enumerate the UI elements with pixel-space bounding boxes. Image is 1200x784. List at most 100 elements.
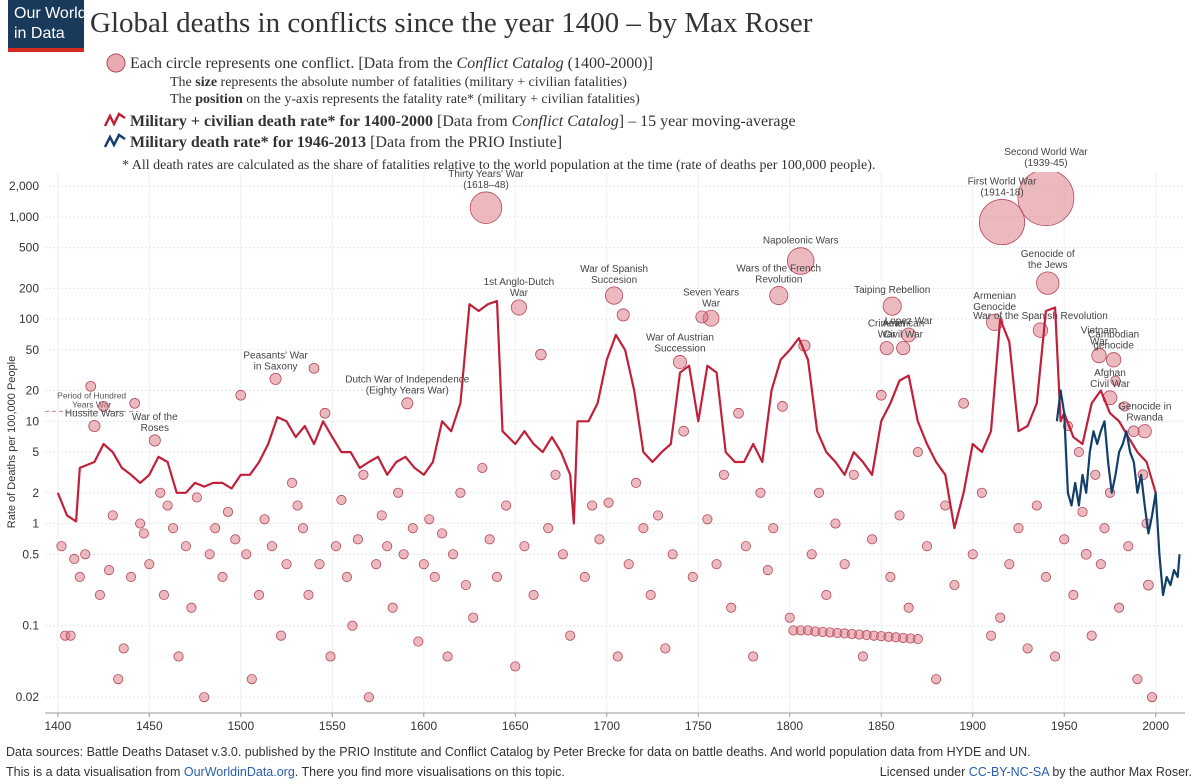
bubble bbox=[1036, 271, 1060, 295]
bubble bbox=[210, 523, 221, 534]
note-part: size bbox=[195, 75, 217, 90]
bubble bbox=[830, 518, 841, 529]
logo-box bbox=[8, 0, 84, 52]
bubble bbox=[442, 651, 453, 662]
footnote: * All death rates are calculated as the … bbox=[122, 158, 875, 173]
bubble bbox=[418, 559, 429, 570]
bubble-label: Napoleonic Wars bbox=[763, 236, 839, 247]
bubble-label: Genocide bbox=[973, 302, 1016, 313]
bubble bbox=[173, 651, 184, 662]
bubble bbox=[387, 602, 398, 613]
bubble-label: (1939-45) bbox=[1024, 158, 1067, 169]
x-tick-label: 1550 bbox=[319, 719, 346, 733]
bubble bbox=[565, 630, 576, 641]
bubble bbox=[1050, 651, 1061, 662]
bubble bbox=[468, 612, 479, 623]
y-tick-label: 0.02 bbox=[16, 690, 40, 704]
bubble bbox=[1114, 602, 1125, 613]
bubble bbox=[469, 191, 503, 224]
bubble-label: War bbox=[510, 288, 529, 299]
bubble bbox=[912, 634, 923, 645]
legend-circle bbox=[106, 53, 126, 73]
bubble-label: Succession bbox=[654, 343, 705, 354]
bubble-label: Succesion bbox=[591, 275, 637, 286]
bubble bbox=[230, 534, 241, 545]
bubble-label: War bbox=[702, 298, 721, 309]
bubble bbox=[921, 541, 933, 552]
bubble bbox=[56, 541, 67, 552]
footer-part: by the author Max Roser. bbox=[1049, 765, 1192, 779]
bubble-label: Second World War bbox=[1004, 147, 1088, 158]
bubble bbox=[1080, 548, 1092, 560]
bubble-label: Wars of the French bbox=[736, 263, 821, 274]
plot: 0.02 0.1 0.5 1 2 5 10 20 50 100 200 500 1,000 2,000 14… bbox=[9, 147, 1185, 733]
line bbox=[1055, 389, 1181, 597]
bubble bbox=[645, 589, 656, 601]
footer-license: Licensed under CC-BY-NC-SA by the author… bbox=[880, 765, 1192, 779]
footer-link[interactable]: CC-BY-NC-SA bbox=[969, 765, 1050, 779]
bubble-label: Vietnam bbox=[1081, 325, 1118, 336]
bubble bbox=[484, 534, 495, 545]
y-tick-label: 50 bbox=[26, 343, 40, 357]
bubble bbox=[424, 514, 435, 525]
bubble bbox=[806, 549, 817, 560]
bubble bbox=[501, 500, 512, 511]
bubble bbox=[510, 661, 521, 672]
bubble bbox=[407, 523, 418, 534]
bubble bbox=[168, 523, 179, 534]
legend-text: Military + civilian death rate* for 1400… bbox=[130, 113, 796, 130]
bubble bbox=[113, 674, 124, 685]
bubble-label: War of the bbox=[132, 412, 178, 423]
bubble bbox=[69, 553, 80, 565]
bubble bbox=[155, 487, 166, 498]
bubble bbox=[88, 419, 101, 433]
note-part: The bbox=[170, 92, 195, 107]
bubble bbox=[1119, 401, 1130, 412]
bubble-label: American bbox=[882, 318, 924, 329]
bubble-label: Crimean bbox=[868, 318, 906, 329]
bubble bbox=[1132, 674, 1143, 685]
bubble bbox=[65, 630, 76, 641]
y-tick-label: 2,000 bbox=[9, 179, 39, 193]
bubble-label: Lopez War bbox=[885, 316, 934, 327]
bubble bbox=[748, 651, 759, 662]
bubble bbox=[901, 327, 917, 343]
bubble bbox=[413, 636, 424, 647]
bubble bbox=[885, 571, 896, 583]
bubble bbox=[1077, 506, 1088, 517]
bubble bbox=[1095, 559, 1106, 570]
bubble-label: Hussite Wars bbox=[65, 408, 124, 419]
bubble bbox=[107, 510, 118, 521]
bubble bbox=[98, 401, 109, 412]
bubble bbox=[543, 523, 554, 534]
footer-sources: Data sources: Battle Deaths Dataset v.3.… bbox=[6, 745, 1031, 759]
bubble bbox=[949, 579, 960, 591]
bubble-label: (1618–48) bbox=[463, 180, 509, 191]
bubble bbox=[882, 296, 902, 316]
bubble bbox=[1017, 172, 1075, 227]
bubble bbox=[80, 549, 91, 560]
bubble bbox=[603, 497, 614, 508]
bubble bbox=[371, 559, 382, 570]
bubble bbox=[235, 389, 247, 401]
bubble bbox=[711, 559, 722, 570]
footer-link[interactable]: OurWorldinData.org bbox=[184, 765, 295, 779]
bubble-label: War bbox=[878, 329, 897, 340]
y-tick-label: 200 bbox=[19, 281, 39, 295]
bubble bbox=[777, 401, 788, 412]
bubble bbox=[1090, 469, 1101, 480]
bubble-label: Thirty Years' War bbox=[448, 169, 524, 180]
bubble bbox=[398, 549, 409, 560]
x-tick-label: 1700 bbox=[593, 719, 620, 733]
bubble bbox=[940, 500, 951, 511]
bubble bbox=[259, 514, 270, 525]
bubble bbox=[401, 397, 414, 410]
bubble bbox=[894, 510, 905, 521]
y-tick-label: 2 bbox=[32, 486, 39, 500]
bubble bbox=[879, 341, 894, 356]
bubble bbox=[94, 589, 105, 601]
line bbox=[56, 300, 1157, 530]
bubble-label: Peasants' War bbox=[243, 350, 308, 361]
bubble bbox=[755, 487, 766, 498]
bubble bbox=[995, 612, 1006, 623]
